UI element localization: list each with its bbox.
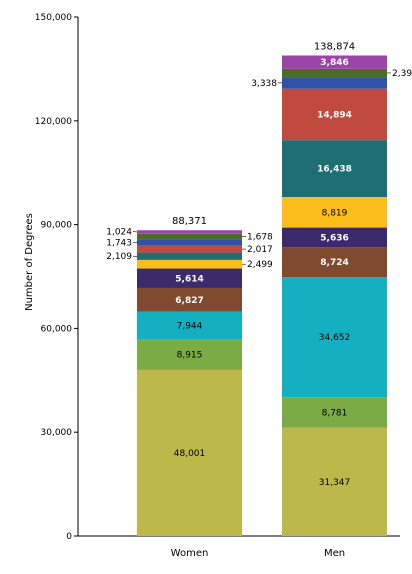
bar-segment [282, 227, 387, 248]
bar-segment [282, 68, 387, 78]
outside-value-label: 2,017 [247, 245, 273, 255]
bars [137, 55, 387, 536]
outside-value-label: 2,499 [247, 260, 273, 270]
y-tick-label: 150,000 [35, 13, 72, 23]
bar-segment [137, 245, 242, 253]
bar-segment [137, 259, 242, 269]
bar-segment [282, 277, 387, 398]
segment-value-label: 8,819 [322, 208, 348, 218]
bar-total-label: 88,371 [172, 216, 207, 227]
segment-value-label: 8,915 [177, 350, 203, 360]
bar-segment [282, 397, 387, 428]
bar-segment [137, 339, 242, 370]
outside-value-label: 1,678 [247, 233, 273, 243]
bar-total-label: 138,874 [314, 41, 355, 52]
y-tick-label: 60,000 [41, 324, 73, 334]
x-category-label: Women [171, 548, 209, 559]
y-axis-title: Number of Degrees [24, 213, 35, 311]
segment-value-label: 31,347 [319, 478, 351, 488]
segment-value-label: 14,894 [317, 110, 352, 120]
bar-segment [282, 88, 387, 141]
labels: 48,001 8,915 7,944 6,827 5,614 2,109 1,7431,02… [106, 41, 412, 559]
segment-value-label: 48,001 [174, 449, 206, 459]
segment-value-label: 34,652 [319, 333, 351, 343]
segment-value-label: 3,846 [320, 58, 348, 68]
bar-segment [282, 77, 387, 89]
bar-segment [282, 247, 387, 278]
bar-segment [137, 268, 242, 288]
bar-segment [137, 239, 242, 246]
y-tick-label: 30,000 [41, 428, 73, 438]
y-tick-label: 120,000 [35, 117, 72, 127]
y-tick-label: 0 [66, 532, 72, 542]
x-category-label: Men [324, 548, 345, 559]
segment-value-label: 5,636 [320, 233, 348, 243]
outside-value-label: 3,338 [251, 79, 277, 89]
segment-value-label: 6,827 [175, 296, 203, 306]
bar-segment [282, 427, 387, 536]
bar-segment [282, 140, 387, 198]
bar-segment [137, 287, 242, 312]
bar-segment [282, 197, 387, 228]
segment-value-label: 5,614 [175, 274, 203, 284]
segment-value-label: 8,781 [322, 408, 348, 418]
bar-segment [137, 233, 242, 240]
segment-value-label: 16,438 [317, 165, 352, 175]
segment-value-label: 7,944 [177, 321, 203, 331]
outside-value-label: 1,024 [106, 228, 132, 238]
y-tick-label: 90,000 [41, 221, 73, 231]
outside-value-label: 2,399 [392, 69, 412, 79]
bar-segment [137, 311, 242, 340]
segment-value-label: 8,724 [320, 258, 348, 268]
bar-segment [137, 230, 242, 234]
outside-value-label: 2,109 [106, 252, 132, 262]
bar-segment [137, 252, 242, 260]
outside-value-label: 1,743 [106, 239, 132, 249]
axes: 0 30,000 60,000 90,000 120,000 150,000 [35, 13, 400, 542]
bar-segment [137, 369, 242, 536]
bar-segment [282, 55, 387, 69]
